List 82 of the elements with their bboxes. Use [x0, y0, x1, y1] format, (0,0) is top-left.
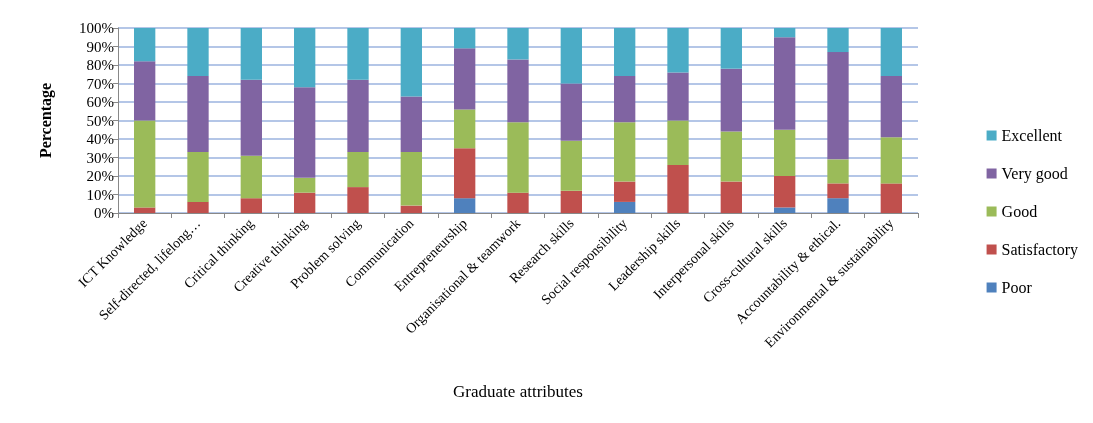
bar — [454, 28, 476, 49]
bar — [134, 61, 156, 121]
bar — [400, 151, 422, 206]
bar — [774, 129, 796, 176]
bar — [294, 87, 316, 178]
bar — [400, 205, 422, 213]
bar — [720, 28, 742, 69]
bar — [827, 159, 849, 184]
bar — [880, 28, 902, 77]
bar — [774, 37, 796, 130]
bar — [454, 109, 476, 149]
y-tick-label: 50% — [86, 112, 114, 129]
bar — [720, 131, 742, 182]
legend-label: Good — [1001, 203, 1038, 220]
y-tick-label: 40% — [86, 131, 114, 147]
bar — [454, 198, 476, 213]
bar — [240, 198, 262, 213]
y-tick-label: 10% — [86, 186, 114, 203]
bar — [347, 79, 369, 152]
bar — [507, 122, 529, 193]
bar — [667, 164, 689, 213]
bar — [827, 183, 849, 199]
bar — [880, 183, 902, 213]
bar — [720, 181, 742, 213]
bar — [880, 76, 902, 138]
bar — [187, 76, 209, 152]
bar — [347, 187, 369, 213]
bar — [347, 28, 369, 80]
bar — [454, 148, 476, 199]
bar — [187, 201, 209, 213]
y-tick-label: 0% — [94, 205, 114, 221]
bar — [134, 28, 156, 62]
bar — [614, 76, 636, 123]
bar — [880, 137, 902, 184]
bar — [774, 176, 796, 208]
bar — [294, 177, 316, 193]
bar — [614, 201, 636, 213]
bar — [507, 28, 529, 60]
bar — [774, 207, 796, 213]
bar — [347, 151, 369, 188]
bar — [560, 140, 582, 191]
y-tick-label: 90% — [86, 38, 114, 55]
bar — [560, 83, 582, 141]
y-tick-label: 60% — [86, 94, 114, 110]
bar — [240, 28, 262, 80]
bar — [507, 59, 529, 123]
bar — [134, 120, 156, 208]
bar — [614, 181, 636, 202]
legend-label: Satisfactory — [1001, 241, 1078, 259]
bar — [667, 120, 689, 165]
bar — [667, 28, 689, 73]
legend-label: Very good — [1001, 165, 1068, 183]
bar — [240, 155, 262, 199]
y-tick-label: 70% — [86, 75, 114, 92]
bar — [400, 96, 422, 152]
bar — [400, 28, 422, 97]
bar — [294, 192, 316, 213]
x-axis-title: Graduate attributes — [453, 382, 583, 401]
bar — [560, 190, 582, 213]
bar — [560, 28, 582, 84]
bar — [454, 48, 476, 110]
y-axis-title: Percentage — [36, 82, 55, 159]
y-tick-label: 30% — [86, 149, 114, 166]
y-tick-label: 100% — [79, 20, 114, 36]
legend-label: Poor — [1001, 279, 1033, 296]
bar — [774, 28, 796, 38]
bar — [827, 28, 849, 53]
bar — [294, 28, 316, 88]
bar — [187, 28, 209, 77]
bar — [827, 198, 849, 213]
bar — [240, 79, 262, 156]
y-tick-label: 20% — [86, 168, 114, 184]
y-tick-label: 80% — [86, 57, 114, 73]
bar — [667, 72, 689, 121]
bar — [827, 52, 849, 160]
bar — [720, 68, 742, 132]
legend-label: Excellent — [1001, 127, 1063, 144]
bar — [134, 207, 156, 213]
bar — [614, 28, 636, 77]
bar — [507, 192, 529, 213]
bar — [614, 122, 636, 182]
bar — [187, 151, 209, 202]
